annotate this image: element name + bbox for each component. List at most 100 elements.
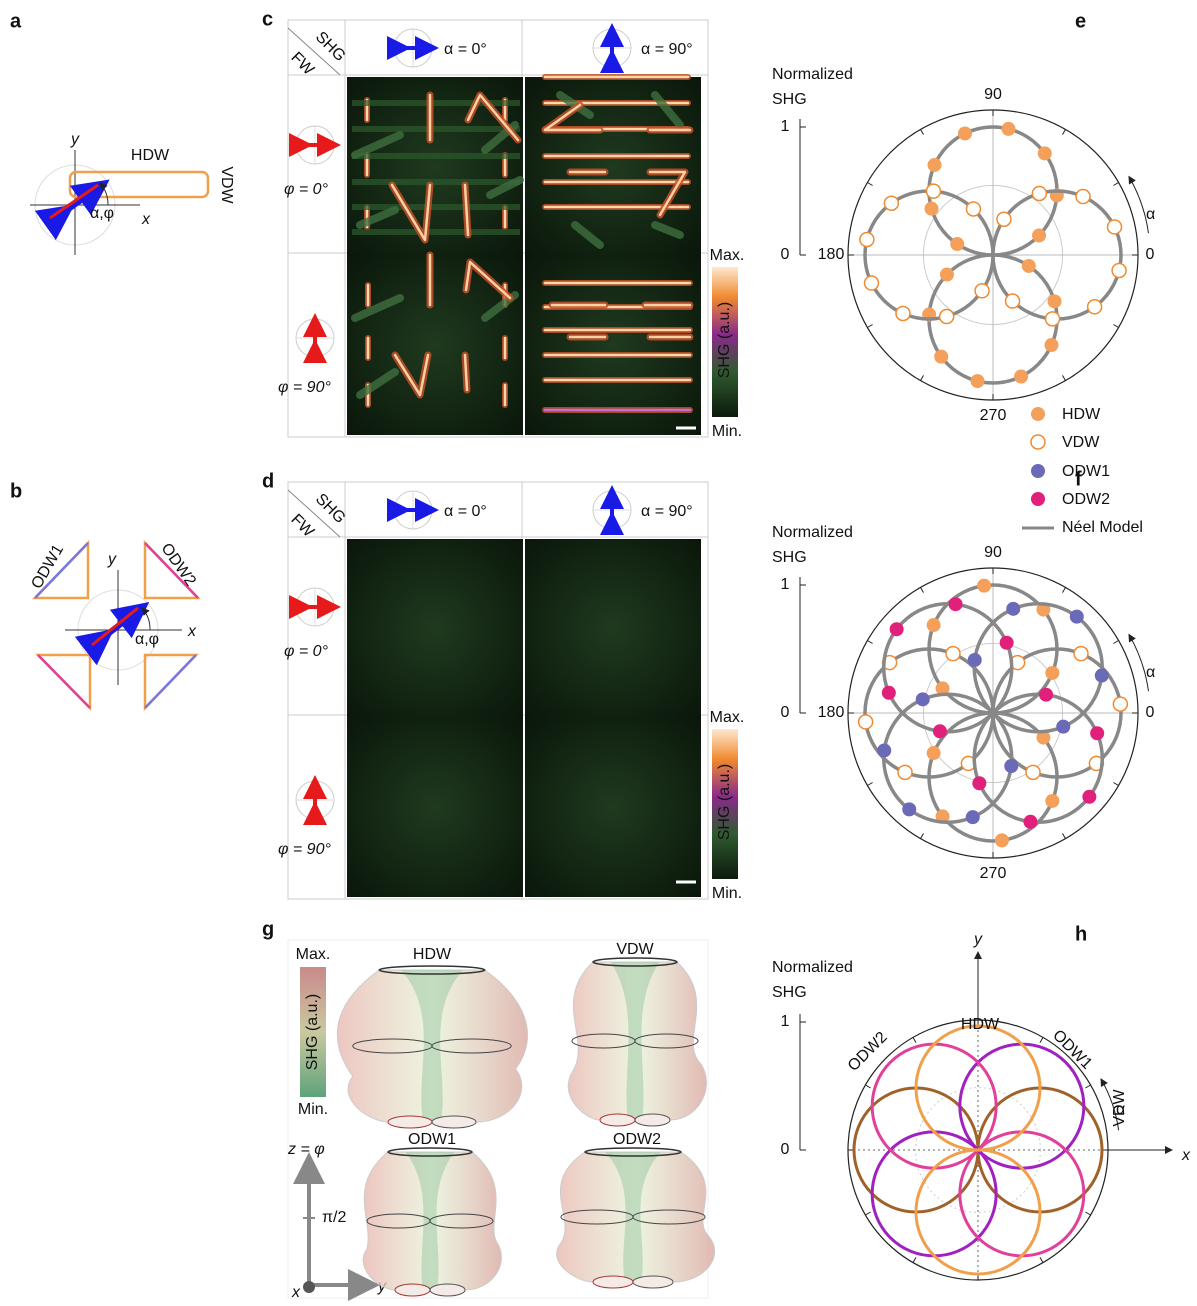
curve-label: HDW (961, 1016, 1000, 1033)
angle-label: 270 (980, 407, 1007, 424)
data-point (859, 231, 875, 248)
faint-streak (356, 206, 399, 229)
model-lobe (881, 601, 1014, 734)
surface-base (387, 1115, 433, 1129)
signal-core (543, 103, 602, 132)
colorbar (712, 729, 738, 879)
grid-frame (287, 19, 709, 438)
surface-label: ODW1 (408, 1131, 456, 1148)
polar-tick (920, 375, 924, 381)
colorbar-min: Min. (712, 423, 742, 440)
surface-slice (634, 1033, 699, 1049)
angle-label: 180 (818, 704, 845, 721)
data-point (994, 833, 1009, 848)
curve-label: ODW1 (1049, 1027, 1095, 1073)
curve-label: VDW (1111, 1088, 1128, 1126)
data-point (957, 126, 972, 141)
data-point (965, 810, 980, 825)
faint-streak (351, 131, 404, 159)
row-header: φ = 0° (284, 181, 329, 198)
angle-arc (99, 182, 109, 206)
axis-title: SHG (772, 984, 807, 1001)
colorbar-max: Max. (710, 247, 745, 264)
axis-label: y (70, 131, 80, 148)
data-point (1036, 730, 1051, 745)
polar-tick (867, 182, 873, 186)
data-point (935, 681, 950, 696)
polar-tick (912, 1037, 917, 1043)
data-point (1106, 219, 1123, 235)
panel-g: g Max. Min. SHG (a.u.) HDW VDW ODW1 ODW2… (262, 918, 715, 1301)
legend-label: VDW (1062, 434, 1100, 451)
angle-label: 270 (980, 865, 1007, 882)
data-point (967, 652, 982, 667)
axis-label: x (291, 1284, 301, 1301)
data-point (924, 201, 939, 216)
polar-tick (1062, 833, 1066, 839)
signal-core (390, 183, 432, 242)
data-point (883, 195, 900, 211)
angle-label: 0 (1146, 246, 1155, 263)
radial-tick-label: 0 (781, 704, 790, 721)
data-point (926, 618, 941, 633)
polar-tick (920, 587, 924, 593)
axis-label: y (107, 551, 117, 568)
data-point (925, 183, 942, 199)
panel-label: a (10, 10, 22, 32)
radial-tick-label: 1 (781, 118, 790, 135)
polar-tick (1085, 1211, 1091, 1216)
faint-streak (486, 176, 524, 199)
surface-slice (632, 1209, 706, 1225)
data-point (1073, 645, 1089, 662)
colorbar-label: SHG (a.u.) (304, 994, 321, 1070)
axis-label: y (973, 931, 983, 948)
micrograph (525, 717, 701, 897)
data-point (926, 746, 941, 761)
axis-label: x (141, 211, 151, 228)
colorbar (300, 967, 326, 1097)
corner-diagonal (287, 489, 341, 538)
data-point (895, 305, 911, 322)
model-lobe (972, 692, 1105, 825)
axis-title: Normalized (772, 959, 853, 976)
panel-label: e (1075, 10, 1086, 32)
data-point (935, 809, 950, 824)
column-header: α = 90° (641, 503, 693, 520)
polar-tick (1062, 587, 1066, 593)
data-point (1045, 665, 1060, 680)
z-tick-label: π/2 (322, 1209, 346, 1226)
faint-streak (356, 368, 399, 399)
model-lobe (881, 692, 1014, 825)
radial-tick-label: 1 (781, 576, 790, 593)
data-point (1047, 294, 1062, 309)
signal-core (463, 353, 469, 392)
polar-tick (1085, 1084, 1091, 1089)
odw2-wall (37, 654, 91, 709)
surface-slice (431, 1038, 512, 1054)
panel-label: g (262, 918, 274, 940)
alpha-label: α (1116, 1101, 1125, 1118)
surface-base (429, 1283, 466, 1297)
odw1-wall (144, 654, 197, 709)
colorbar-min: Min. (712, 885, 742, 902)
polar-tick (867, 782, 873, 786)
colorbar (712, 267, 738, 417)
data-point (1025, 764, 1041, 781)
axis-title: SHG (772, 549, 807, 566)
axis-label: x (1181, 1147, 1191, 1164)
data-point (965, 201, 982, 217)
angle-label: α,φ (135, 631, 159, 648)
radial-tick-label: 0 (781, 1141, 790, 1158)
data-point (902, 802, 917, 817)
legend: HDW VDW ODW1 ODW2 Néel Model (1022, 406, 1143, 536)
signal-core (648, 170, 687, 217)
data-point (1032, 228, 1047, 243)
legend-marker (1030, 434, 1046, 450)
polar-tick (865, 1211, 871, 1216)
data-point (1036, 602, 1051, 617)
polar-tick (1113, 324, 1119, 328)
colorbar-max: Max. (296, 946, 331, 963)
panel-label: d (262, 470, 274, 492)
